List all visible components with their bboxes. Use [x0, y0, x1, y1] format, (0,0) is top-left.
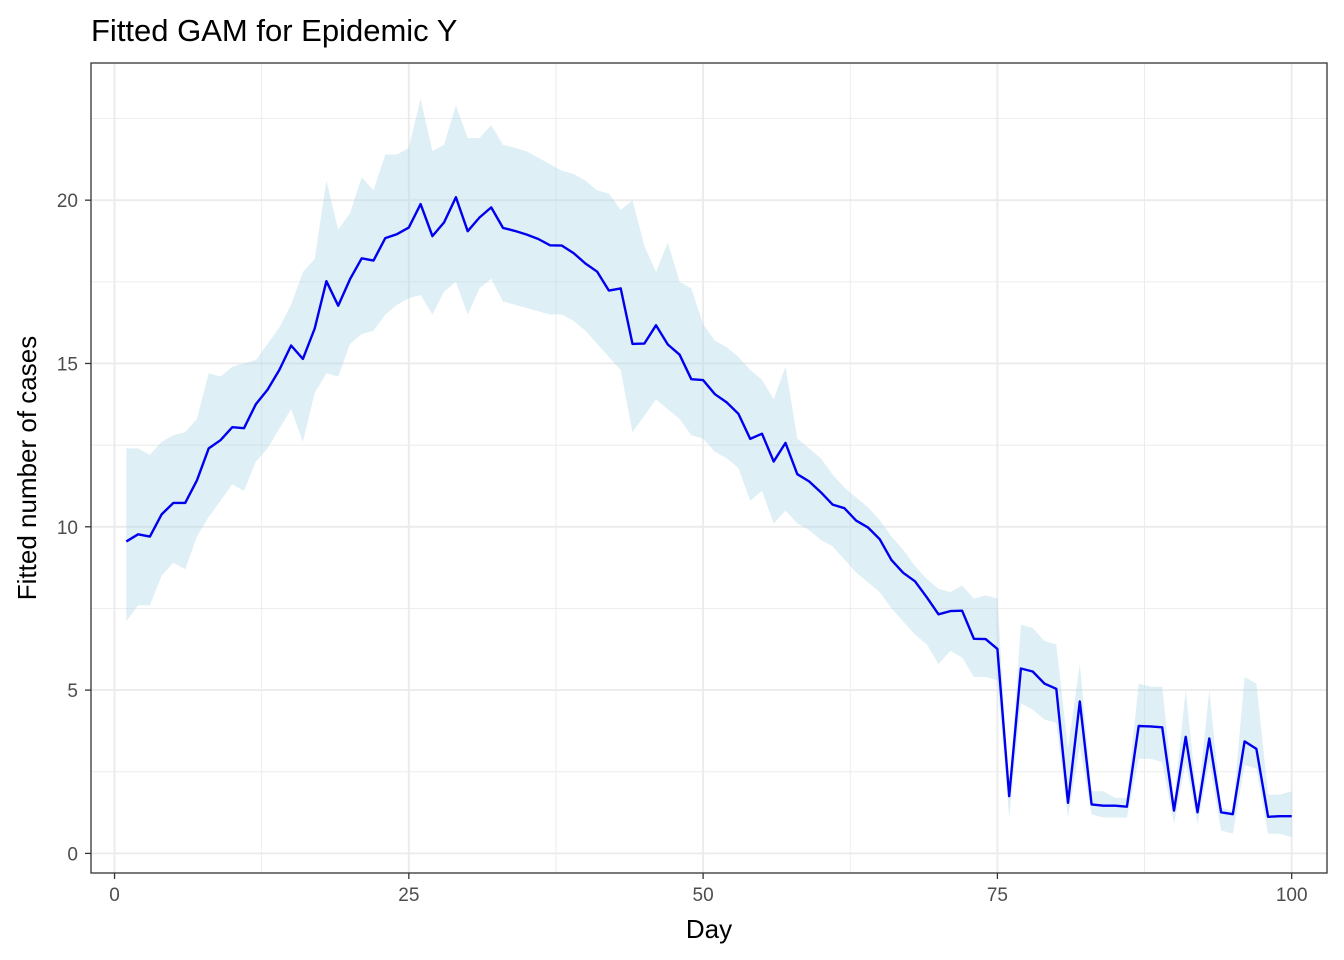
x-tick-label: 75	[987, 885, 1008, 906]
x-tick-label: 50	[693, 885, 714, 906]
x-axis-title: Day	[686, 914, 732, 944]
x-tick-label: 100	[1276, 885, 1308, 906]
y-tick-label: 20	[57, 191, 78, 212]
x-tick-label: 0	[109, 885, 120, 906]
y-tick-label: 5	[67, 681, 78, 702]
confidence-ribbon	[126, 98, 1292, 838]
y-tick-label: 15	[57, 354, 78, 375]
y-tick-label: 0	[67, 844, 78, 865]
panel-border	[90, 62, 1328, 874]
fitted-line	[125, 195, 1292, 818]
minor-gridlines	[91, 63, 1327, 873]
major-gridlines	[91, 63, 1327, 873]
x-axis-ticks: 0 25 50 75 100	[109, 873, 1308, 906]
y-tick-label: 10	[57, 518, 78, 539]
y-axis-title: Fitted number of cases	[12, 336, 42, 600]
x-tick-label: 25	[398, 885, 419, 906]
chart-title: Fitted GAM for Epidemic Y	[91, 13, 457, 48]
y-axis-ticks: 0 5 10 15 20	[57, 191, 91, 865]
